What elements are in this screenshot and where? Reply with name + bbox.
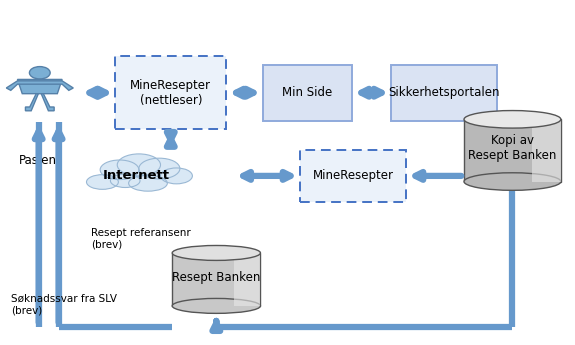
Polygon shape: [532, 119, 561, 181]
Text: Resept referansenr
(brev): Resept referansenr (brev): [91, 228, 191, 249]
FancyBboxPatch shape: [263, 65, 351, 121]
Polygon shape: [172, 253, 260, 306]
Text: Min Side: Min Side: [282, 86, 332, 99]
Text: Søknadssvar fra SLV
(brev): Søknadssvar fra SLV (brev): [12, 294, 117, 316]
Ellipse shape: [86, 175, 118, 189]
Text: Resept Banken: Resept Banken: [172, 271, 260, 284]
Ellipse shape: [160, 168, 193, 184]
Ellipse shape: [172, 246, 260, 260]
FancyBboxPatch shape: [300, 150, 405, 202]
Text: Internett: Internett: [103, 169, 170, 183]
Polygon shape: [41, 94, 54, 111]
Polygon shape: [464, 119, 561, 181]
Ellipse shape: [100, 160, 139, 179]
Ellipse shape: [172, 298, 260, 313]
Ellipse shape: [139, 158, 180, 179]
Ellipse shape: [117, 154, 160, 176]
Circle shape: [29, 67, 50, 79]
Polygon shape: [234, 253, 260, 306]
Polygon shape: [6, 81, 73, 90]
Text: Kopi av
Resept Banken: Kopi av Resept Banken: [468, 134, 557, 162]
Text: MineResepter: MineResepter: [312, 169, 393, 183]
FancyBboxPatch shape: [392, 65, 497, 121]
Text: MineResepter
(nettleser): MineResepter (nettleser): [131, 79, 211, 107]
FancyBboxPatch shape: [115, 56, 227, 129]
Ellipse shape: [129, 175, 167, 191]
Polygon shape: [17, 79, 62, 94]
Text: Sikkerhetsportalen: Sikkerhetsportalen: [388, 86, 500, 99]
Polygon shape: [25, 94, 39, 111]
Text: Pasient: Pasient: [18, 154, 61, 167]
Ellipse shape: [464, 110, 561, 128]
Ellipse shape: [464, 173, 561, 190]
Ellipse shape: [110, 174, 140, 187]
